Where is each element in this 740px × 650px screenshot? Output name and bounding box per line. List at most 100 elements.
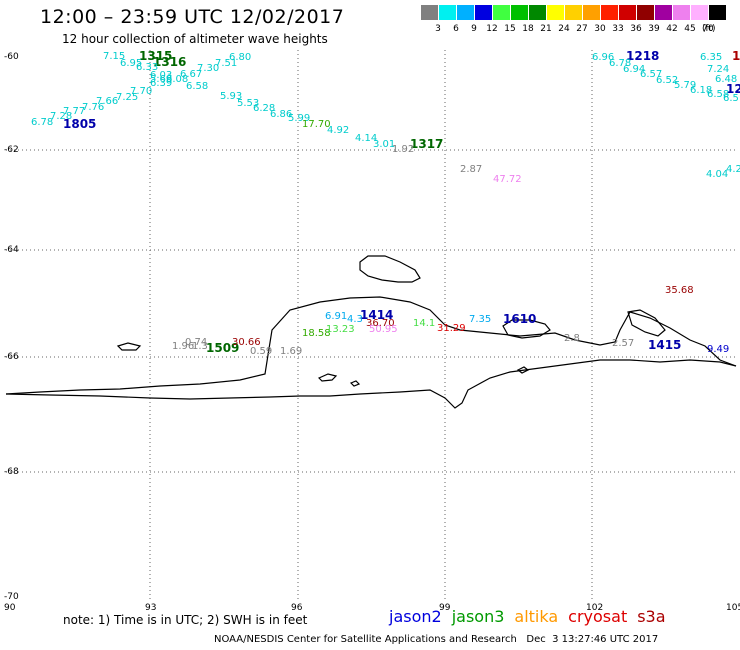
wave-height-value: 2.8: [564, 333, 580, 344]
legend-label: 24: [558, 24, 570, 34]
wave-height-value: 6.18: [690, 85, 712, 96]
time-stamp: 1317: [410, 137, 443, 151]
wave-height-value: 1.96: [172, 341, 194, 352]
wave-height-value: 0.59: [250, 346, 272, 357]
wave-height-value: 30.66: [232, 337, 261, 348]
wave-height-value: 36.70: [366, 318, 395, 329]
wave-height-value: 7.51: [215, 58, 237, 69]
wave-height-value: 6.28: [253, 103, 275, 114]
lon-label: 93: [145, 603, 157, 613]
legend-label: 30: [594, 24, 606, 34]
legend-swatch: [421, 5, 438, 20]
wave-height-value: 31.29: [437, 323, 466, 334]
legend-swatch: [565, 5, 582, 20]
wave-height-value: 5.99: [288, 113, 310, 124]
legend-label: 33: [612, 24, 624, 34]
legend-swatch: [547, 5, 564, 20]
lon-label: 105: [726, 603, 740, 613]
wave-height-value: 5.53: [237, 98, 259, 109]
wave-height-value: 7.77: [63, 106, 85, 117]
wave-height-value: 17.70: [302, 119, 331, 130]
wave-height-value: 4.04: [706, 169, 728, 180]
wave-height-value: 4.14: [355, 133, 377, 144]
credit-line: NOAA/NESDIS Center for Satellite Applica…: [214, 634, 659, 645]
wave-height-value: 6.78: [31, 117, 53, 128]
legend-unit: (ft): [702, 24, 716, 34]
legend-label: 15: [504, 24, 516, 34]
satellite-cryosat: cryosat: [568, 607, 628, 626]
lat-label: -68: [4, 467, 19, 477]
legend-swatch: [583, 5, 600, 20]
lon-label: 90: [4, 603, 16, 613]
satellite-s3a: s3a: [637, 607, 666, 626]
wave-height-value: 1.92: [392, 144, 414, 155]
time-stamp: 1509: [206, 341, 239, 355]
wave-height-value: 6.5: [723, 93, 739, 104]
wave-height-value: 14.1: [413, 318, 435, 329]
legend-label: 3: [435, 24, 441, 34]
wave-height-value: 47.72: [493, 174, 522, 185]
lat-label: -70: [4, 592, 19, 602]
legend-swatch: [709, 5, 726, 20]
page-subtitle: 12 hour collection of altimeter wave hei…: [62, 32, 328, 46]
wave-height-value: 7.35: [469, 314, 491, 325]
lat-label: -66: [4, 352, 19, 362]
wave-height-value: 7.76: [82, 102, 104, 113]
lat-label: -62: [4, 145, 19, 155]
wave-height-value: 6.78: [609, 58, 631, 69]
wave-height-value: 1.69: [280, 346, 302, 357]
legend-swatch: [691, 5, 708, 20]
legend-label: 12: [486, 24, 498, 34]
legend-swatch: [619, 5, 636, 20]
legend-label: 45: [684, 24, 696, 34]
legend-label: 18: [522, 24, 534, 34]
legend-swatch: [655, 5, 672, 20]
wave-height-value: 6.57: [640, 69, 662, 80]
legend-swatch: [529, 5, 546, 20]
legend-label: 27: [576, 24, 588, 34]
wave-height-value: 6.39: [150, 78, 172, 89]
satellite-legend: jason2 jason3 altika cryosat s3a: [389, 607, 676, 626]
legend-swatch: [493, 5, 510, 20]
time-stamp: 1315: [139, 49, 172, 63]
time-stamp: 1: [732, 49, 740, 63]
legend-label: 21: [540, 24, 552, 34]
legend-swatch: [601, 5, 618, 20]
wave-height-value: 6.95: [120, 58, 142, 69]
wave-height-value: 50.95: [369, 324, 398, 335]
wave-height-value: 7.15: [103, 51, 125, 62]
time-stamp: 1414: [360, 308, 393, 322]
wave-height-value: 6.96: [592, 52, 614, 63]
wave-height-value: 7.25: [116, 92, 138, 103]
satellite-altika: altika: [514, 607, 559, 626]
wave-height-value: 7.24: [707, 64, 729, 75]
wave-height-value: 7.30: [197, 63, 219, 74]
satellite-jason3: jason3: [451, 607, 505, 626]
legend-label: 70: [702, 24, 714, 34]
wave-height-value: 2.87: [460, 164, 482, 175]
wave-height-value: 5.69: [150, 74, 172, 85]
legend-label: 39: [648, 24, 660, 34]
footnote: note: 1) Time is in UTC; 2) SWH is in fe…: [63, 613, 308, 627]
wave-height-value: 6.86: [270, 109, 292, 120]
page-title: 12:00 – 23:59 UTC 12/02/2017: [40, 6, 345, 28]
time-stamp: 12: [726, 82, 740, 96]
wave-height-value: 5.93: [220, 91, 242, 102]
wave-height-value: 4.3: [347, 314, 363, 325]
wave-height-value: 6.03: [150, 70, 172, 81]
wave-height-value: 6.48: [715, 74, 737, 85]
lat-label: -60: [4, 52, 19, 62]
wave-height-value: 6.08: [166, 74, 188, 85]
lon-label: 99: [439, 603, 451, 613]
wave-height-value: 4.92: [327, 125, 349, 136]
legend-label: 42: [666, 24, 678, 34]
lon-label: 102: [586, 603, 604, 613]
legend-swatch: [511, 5, 528, 20]
wave-height-value: 6.35: [700, 52, 722, 63]
wave-height-value: 7.70: [130, 86, 152, 97]
wave-height-value: 4.2: [726, 164, 740, 175]
wave-height-value: 1.3: [192, 341, 208, 352]
wave-height-value: 2.57: [612, 338, 634, 349]
